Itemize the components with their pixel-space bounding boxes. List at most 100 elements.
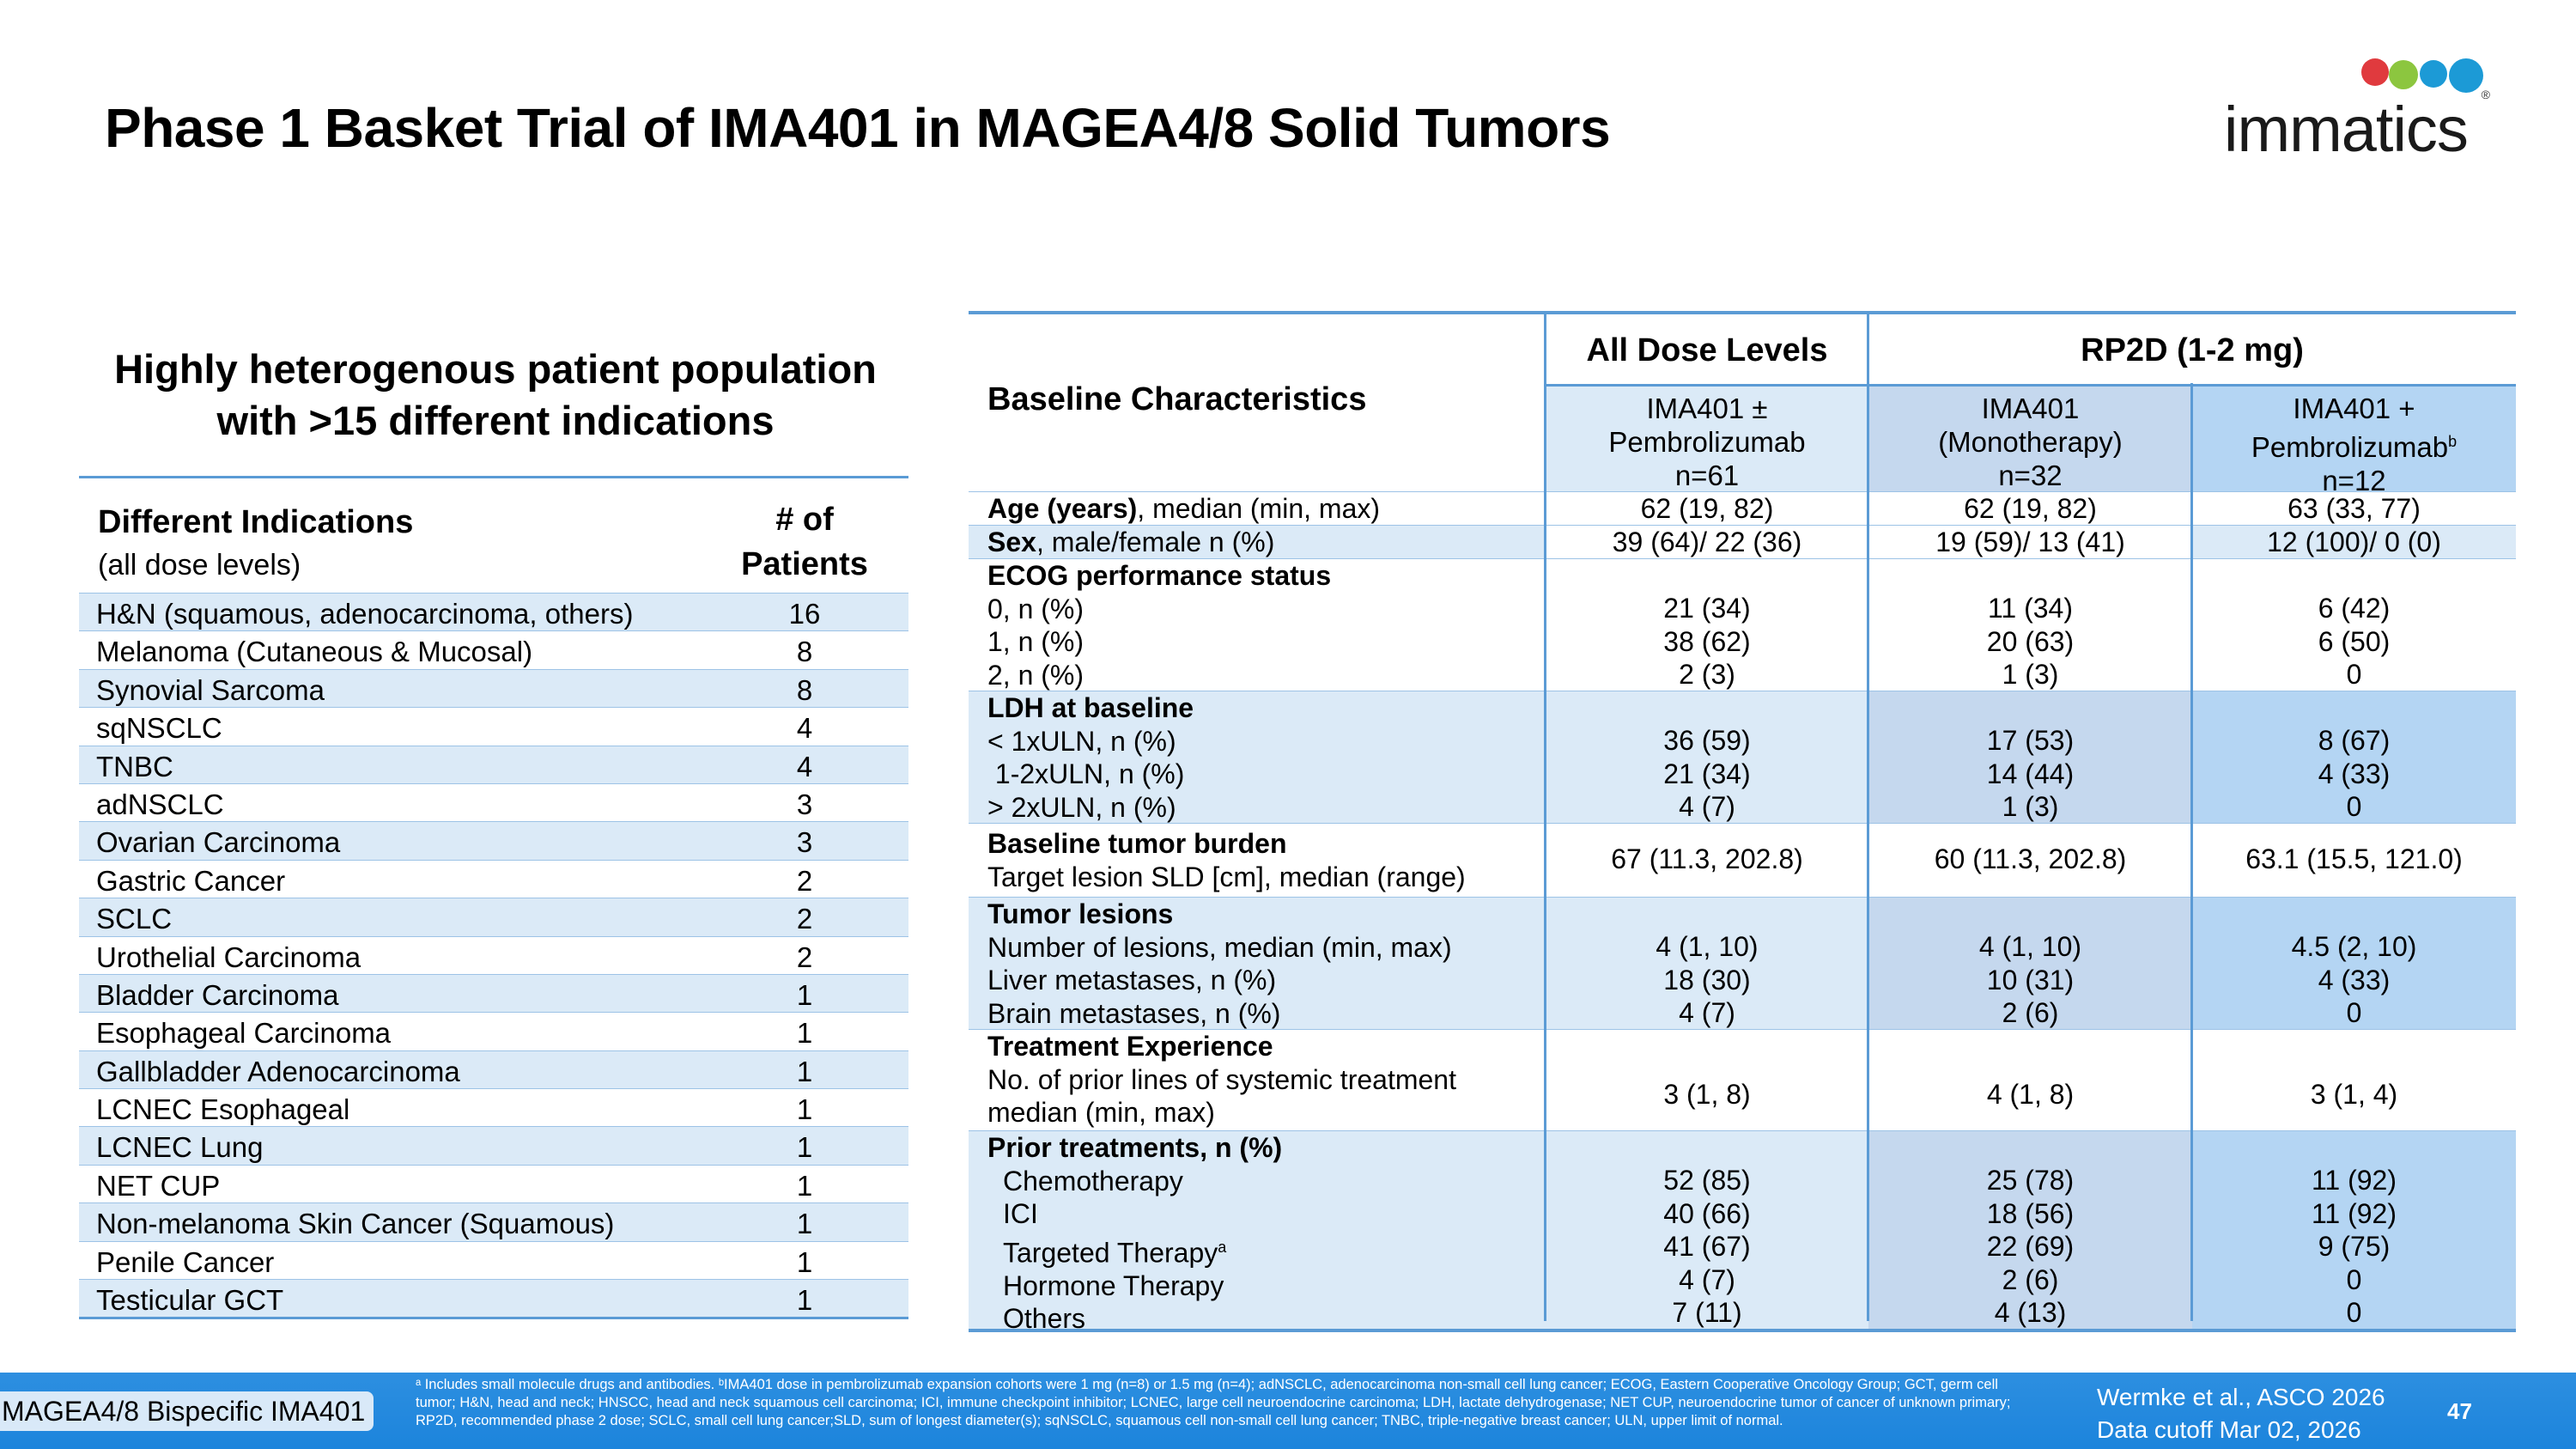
cell-value: 2 (3) xyxy=(1679,659,1735,690)
baseline-table: Baseline Characteristics All Dose Levels… xyxy=(969,311,2516,1335)
table-row: Testicular GCT 1 xyxy=(79,1279,908,1318)
patient-count: 1 xyxy=(796,1055,813,1087)
section-title: Treatment Experience xyxy=(987,1031,1273,1062)
value-cell: 39 (64)/ 22 (36) xyxy=(1546,526,1868,558)
cell-value: 9 (75) xyxy=(2318,1231,2391,1262)
cell-value: 52 (85) xyxy=(1663,1165,1751,1196)
value-cell: 4 (1, 10) 18 (30) 4 (7) xyxy=(1546,898,1868,1029)
indication-name: Non-melanoma Skin Cancer (Squamous) xyxy=(96,1208,615,1240)
patients-col-header: # of Patients xyxy=(732,497,878,587)
cell-value: 4 (33) xyxy=(2318,964,2391,995)
indication-name: Ovarian Carcinoma xyxy=(96,826,341,859)
value-cell: 63 (33, 77) xyxy=(2192,492,2516,525)
cell-value: 62 (19, 82) xyxy=(1964,493,2097,524)
cell-value: 3 (1, 4) xyxy=(2310,1079,2398,1110)
row-label-line: Sex, male/female n (%) xyxy=(987,526,1274,559)
column-divider xyxy=(1544,311,1546,1321)
cell-value: 19 (59)/ 13 (41) xyxy=(1935,527,2125,557)
cell-value: 4.5 (2, 10) xyxy=(2291,931,2417,962)
row-label-text: Others xyxy=(1003,1303,1086,1335)
row-label-line: 2, n (%) xyxy=(987,659,1084,691)
section-title: ECOG performance status xyxy=(987,560,1332,591)
indication-name: Gastric Cancer xyxy=(96,864,286,897)
row-label: Age (years), median (min, max) xyxy=(987,492,1380,526)
table-row: Ovarian Carcinoma 3 xyxy=(79,821,908,860)
table-row: 67 (11.3, 202.8) 60 (11.3, 202.8) 63.1 (15… xyxy=(969,823,2516,897)
cell-value: 17 (53) xyxy=(1986,725,2075,756)
patient-count: 1 xyxy=(796,978,813,1011)
left-heading-line1: Highly heterogenous patient population xyxy=(114,346,877,392)
cell-value: 4 (33) xyxy=(2318,758,2391,789)
cell-value: 63.1 (15.5, 121.0) xyxy=(2245,843,2463,874)
row-label-line: Hormone Therapy xyxy=(987,1269,1282,1303)
table-row: 3 (1, 8) 4 (1, 8) 3 (1, 4) Treatment Experi… xyxy=(969,1029,2516,1130)
col-header-line: (Monotherapy) xyxy=(1938,426,2123,458)
cell-value: 2 (6) xyxy=(2002,1263,2059,1295)
citation-source: Wermke et al., ASCO 2026 xyxy=(2097,1384,2385,1410)
cell-value: 11 (92) xyxy=(2311,1197,2397,1229)
cell-value: 12 (100)/ 0 (0) xyxy=(2267,527,2441,557)
cell-value: 4 (7) xyxy=(1679,791,1735,822)
value-cell: 62 (19, 82) xyxy=(1546,492,1868,525)
value-cell: 12 (100)/ 0 (0) xyxy=(2192,526,2516,558)
col-header-mono: IMA401 (Monotherapy) n=32 xyxy=(1868,387,2192,491)
patient-count: 8 xyxy=(796,636,813,668)
footer-bar: MAGEA4/8 Bispecific IMA401 ᵃ Includes sm… xyxy=(0,1373,2576,1449)
patient-count: 8 xyxy=(796,673,813,706)
row-label-text: Targeted Therapy xyxy=(1003,1237,1218,1269)
group-header-all-dose: All Dose Levels xyxy=(1546,314,1868,387)
cell-value: 14 (44) xyxy=(1986,758,2075,789)
indication-name: Testicular GCT xyxy=(96,1284,284,1317)
row-label-line: Chemotherapy xyxy=(987,1165,1282,1198)
column-divider xyxy=(2190,383,2193,1321)
cell-value: 36 (59) xyxy=(1663,725,1751,756)
cell-value: 0 xyxy=(2346,1297,2362,1328)
logo-registered-mark: ® xyxy=(2481,88,2490,101)
value-cell: 4 (1, 8) xyxy=(1868,1030,2192,1130)
logo-dot-blue-1 xyxy=(2420,60,2447,88)
cell-value: 63 (33, 77) xyxy=(2287,493,2421,524)
row-label-text: Hormone Therapy xyxy=(1003,1269,1224,1301)
cell-value: 40 (66) xyxy=(1663,1197,1751,1229)
table-row: Synovial Sarcoma 8 xyxy=(79,668,908,708)
indication-name: NET CUP xyxy=(96,1169,221,1202)
cell-value: 6 (42) xyxy=(2318,593,2391,624)
table-row: Penile Cancer 1 xyxy=(79,1240,908,1279)
indications-col-subheader: (all dose levels) xyxy=(98,549,301,581)
row-label-line: Age (years), median (min, max) xyxy=(987,492,1380,526)
cell-value: 4 (7) xyxy=(1679,997,1735,1028)
patient-count: 1 xyxy=(796,1208,813,1240)
value-cell: 4 (1, 10) 10 (31) 2 (6) xyxy=(1868,898,2192,1029)
col-header-n: n=12 xyxy=(2322,465,2386,496)
patient-count: 1 xyxy=(796,1017,813,1050)
table-row: Gallbladder Adenocarcinoma 1 xyxy=(79,1050,908,1089)
cell-value: 18 (30) xyxy=(1663,964,1751,995)
company-logo: immatics ® xyxy=(2224,53,2490,165)
patient-count: 2 xyxy=(796,903,813,935)
logo-dot-blue-2 xyxy=(2449,58,2483,93)
citation-cutoff: Data cutoff Mar 02, 2026 xyxy=(2097,1416,2361,1443)
footnote-marker: a xyxy=(1218,1238,1227,1256)
table-row: Non-melanoma Skin Cancer (Squamous) 1 xyxy=(79,1202,908,1241)
value-cell: 25 (78) 18 (56) 22 (69) 2 (6) 4 (13) xyxy=(1868,1131,2192,1329)
cell-value: 25 (78) xyxy=(1986,1165,2075,1196)
indications-rows: H&N (squamous, adenocarcinoma, others) 16… xyxy=(79,593,908,1318)
cell-value: 41 (67) xyxy=(1663,1231,1751,1262)
indications-header: Different Indications (all dose levels) … xyxy=(79,478,908,593)
cell-value: 10 (31) xyxy=(1986,964,2075,995)
patient-count: 1 xyxy=(796,1169,813,1202)
value-cell: 4.5 (2, 10) 4 (33) 0 xyxy=(2192,898,2516,1029)
table-row: 62 (19, 82) 62 (19, 82) 63 (33, 77) Age (ye… xyxy=(969,491,2516,525)
footer-footnotes: ᵃ Includes small molecule drugs and anti… xyxy=(416,1377,2011,1428)
row-label-bold: Sex xyxy=(987,527,1036,557)
patient-count: 1 xyxy=(796,1245,813,1278)
cell-value: 11 (34) xyxy=(1987,593,2073,624)
patient-count: 1 xyxy=(796,1131,813,1164)
row-label: LDH at baseline < 1xULN, n (%) 1-2xULN, n… xyxy=(987,691,1194,824)
value-cell: 36 (59) 21 (34) 4 (7) xyxy=(1546,691,1868,823)
col-header-line: Pembrolizumabb xyxy=(2192,425,2516,464)
cell-value: 21 (34) xyxy=(1663,593,1751,624)
section-title: Prior treatments, n (%) xyxy=(987,1132,1283,1163)
patient-count: 16 xyxy=(788,598,821,630)
cell-value: 62 (19, 82) xyxy=(1640,493,1774,524)
